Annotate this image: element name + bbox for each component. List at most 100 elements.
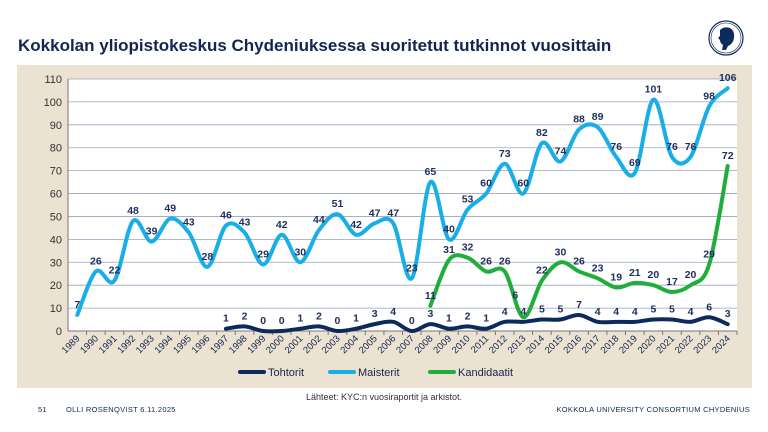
data-label: 88 [573,113,585,125]
data-label: 60 [480,178,492,190]
x-tick-label: 2000 [264,333,287,356]
data-label: 98 [703,90,715,102]
data-label: 47 [369,207,381,219]
data-label: 49 [164,203,176,215]
data-label: 20 [648,269,660,281]
data-label: 21 [629,267,641,279]
data-label: 3 [427,308,433,320]
data-label: 29 [703,249,715,261]
x-tick-label: 1998 [227,333,250,356]
x-tick-label: 2019 [617,333,640,356]
university-logo-icon [708,20,744,56]
data-label: 11 [425,290,436,302]
data-label: 74 [555,145,567,157]
x-tick-label: 2009 [431,333,454,356]
data-label: 5 [558,304,564,316]
series-line-tohtorit [223,312,730,334]
series-line-kandidaatit [428,164,730,320]
data-label: 31 [443,244,455,256]
data-label: 76 [685,141,697,153]
x-tick-label: 2008 [413,333,436,356]
data-label: 1 [223,313,229,325]
x-tick-label: 2002 [301,333,324,356]
x-tick-label: 2005 [357,333,380,356]
x-tick-label: 1993 [134,333,157,356]
data-label: 6 [512,289,518,301]
data-label: 29 [257,249,269,261]
y-tick-label: 70 [50,166,62,178]
x-tick-label: 2016 [561,333,584,356]
data-label: 73 [499,148,511,160]
page-number: 51 [38,405,47,414]
data-label: 4 [613,306,619,318]
x-tick-label: 1991 [97,333,120,356]
data-label: 17 [666,276,678,288]
data-label: 26 [90,255,102,267]
x-tick-label: 2018 [599,333,622,356]
data-label: 26 [480,255,492,267]
y-tick-label: 110 [44,74,62,86]
x-tick-label: 2010 [450,333,473,356]
legend-label: Tohtorit [268,367,304,379]
data-label: 5 [650,304,656,316]
data-label: 5 [669,304,675,316]
x-tick-label: 2011 [469,333,491,355]
data-label: 26 [499,255,511,267]
data-label: 0 [335,315,341,327]
data-label: 4 [595,306,601,318]
y-tick-label: 10 [50,303,62,315]
data-label: 3 [372,308,378,320]
data-label: 48 [127,205,139,217]
y-tick-label: 40 [50,234,62,246]
page-title: Kokkolan yliopistokeskus Chydeniuksessa … [18,36,612,55]
x-tick-label: 2024 [710,333,733,356]
data-label: 89 [592,111,604,123]
y-tick-label: 90 [50,120,62,132]
data-label: 42 [350,219,362,231]
data-label: 20 [685,269,697,281]
data-label: 0 [279,315,285,327]
data-label: 43 [183,216,195,228]
data-label: 76 [666,141,678,153]
x-tick-label: 2007 [394,333,417,356]
data-label: 2 [242,310,248,322]
x-tick-label: 1999 [246,333,269,356]
x-tick-label: 2023 [692,333,715,356]
x-tick-label: 2012 [487,333,510,356]
data-label: 46 [220,210,232,222]
organization-name: KOKKOLA UNIVERSITY CONSORTIUM CHYDENIUS [556,405,750,414]
legend-label: Kandidaatit [458,367,513,379]
source-note: Lähteet: KYC:n vuosiraportit ja arkistot… [305,392,463,402]
data-label: 69 [629,157,641,169]
series-line-maisterit [75,86,730,317]
legend-label: Maisterit [358,367,400,379]
data-label: 7 [576,299,582,311]
data-label: 26 [573,255,585,267]
y-tick-label: 20 [50,280,62,292]
data-label: 51 [332,198,344,210]
data-label: 43 [239,216,251,228]
data-label: 42 [276,219,288,231]
x-tick-label: 1990 [78,333,101,356]
x-tick-label: 2001 [283,333,306,356]
data-label: 60 [517,178,529,190]
data-label: 23 [406,262,418,274]
y-tick-label: 0 [56,326,62,338]
data-label: 4 [632,306,638,318]
x-tick-label: 1995 [171,333,194,356]
data-label: 53 [462,194,474,206]
x-tick-label: 2014 [524,333,547,356]
data-label: 22 [109,265,121,277]
y-tick-label: 30 [50,257,62,269]
data-label: 19 [610,271,622,283]
data-label: 47 [387,207,399,219]
data-label: 4 [520,306,526,318]
data-label: 1 [353,313,359,325]
data-label: 5 [539,304,545,316]
data-label: 6 [706,301,712,313]
x-tick-label: 1992 [115,333,138,356]
y-tick-label: 100 [44,97,62,109]
data-label: 82 [536,127,548,139]
x-tick-label: 2015 [543,333,566,356]
data-label: 39 [146,226,158,238]
